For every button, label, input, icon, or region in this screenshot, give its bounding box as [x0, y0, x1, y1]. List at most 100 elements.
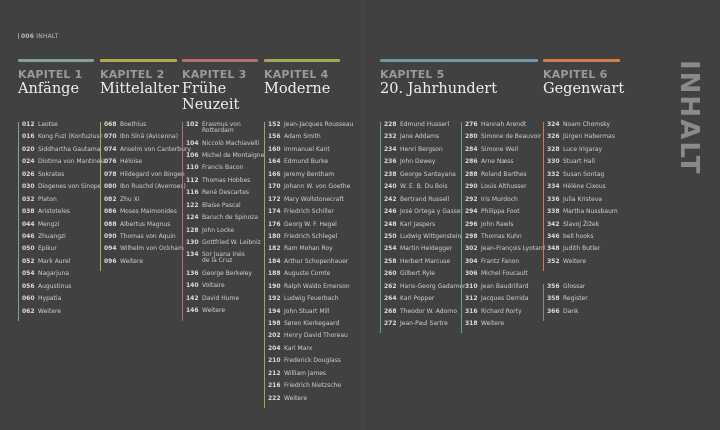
- toc-entry[interactable]: 102 Erasmus von Rotterdam: [186, 122, 264, 141]
- toc-entry[interactable]: 032 Platon: [22, 196, 106, 209]
- toc-entry[interactable]: 156 Adam Smith: [268, 134, 353, 146]
- toc-entry[interactable]: 074 Anselm von Canterbury: [104, 146, 191, 159]
- toc-entry[interactable]: 356 Glossar: [547, 284, 588, 296]
- toc-entry[interactable]: 336 Julia Kristeva: [547, 196, 618, 209]
- toc-entry[interactable]: 046 Zhuangzi: [22, 233, 106, 246]
- toc-entry[interactable]: 192 Ludwig Feuerbach: [268, 296, 353, 308]
- toc-entry[interactable]: 268 Theodor W. Adorno: [384, 308, 465, 321]
- toc-entry[interactable]: 082 Zhu Xi: [104, 196, 191, 209]
- toc-entry[interactable]: 146 Weitere: [186, 308, 264, 320]
- toc-entry[interactable]: 326 Jürgen Habermas: [547, 134, 618, 146]
- toc-entry[interactable]: 328 Luce Irigaray: [547, 146, 618, 159]
- toc-entry[interactable]: 204 Karl Marx: [268, 345, 353, 358]
- toc-entry[interactable]: 310 Jean Baudrillard: [465, 283, 545, 296]
- toc-entry[interactable]: 286 Arne Næss: [465, 159, 545, 171]
- toc-entry[interactable]: 304 Frantz Fanon: [465, 258, 545, 271]
- toc-entry[interactable]: 166 Jeremy Bentham: [268, 171, 353, 184]
- toc-entry[interactable]: 176 Georg W. F. Hegel: [268, 221, 353, 234]
- toc-entry[interactable]: 030 Diogenes von Sinope: [22, 184, 106, 196]
- toc-entry[interactable]: 202 Henry David Thoreau: [268, 333, 353, 345]
- toc-entry[interactable]: 290 Louis Althusser: [465, 184, 545, 196]
- toc-entry[interactable]: 054 Nagarjuna: [22, 271, 106, 283]
- toc-entry[interactable]: 222 Weitere: [268, 395, 353, 408]
- toc-entry[interactable]: 164 Edmund Burke: [268, 159, 353, 171]
- toc-entry[interactable]: 248 Karl Jaspers: [384, 221, 465, 234]
- toc-entry[interactable]: 306 Michel Foucault: [465, 271, 545, 283]
- toc-entry[interactable]: 142 David Hume: [186, 295, 264, 308]
- toc-entry[interactable]: 280 Simone de Beauvoir: [465, 134, 545, 146]
- toc-entry[interactable]: 174 Friedrich Schiller: [268, 209, 353, 221]
- toc-entry[interactable]: 238 George Santayana: [384, 171, 465, 184]
- toc-entry[interactable]: 330 Stuart Hall: [547, 159, 618, 171]
- toc-entry[interactable]: 228 Edmund Husserl: [384, 122, 465, 134]
- toc-entry[interactable]: 346 bell hooks: [547, 233, 618, 246]
- toc-entry[interactable]: 284 Simone Weil: [465, 146, 545, 159]
- toc-entry[interactable]: 334 Hélène Cixous: [547, 184, 618, 196]
- toc-entry[interactable]: 068 Boethius: [104, 122, 191, 134]
- toc-entry[interactable]: 090 Thomas von Aquin: [104, 233, 191, 246]
- toc-entry[interactable]: 246 José Ortega y Gasset: [384, 209, 465, 221]
- toc-entry[interactable]: 296 John Rawls: [465, 221, 545, 234]
- toc-entry[interactable]: 050 Epikur: [22, 246, 106, 258]
- toc-entry[interactable]: 140 Voltaire: [186, 283, 264, 295]
- toc-entry[interactable]: 212 William James: [268, 370, 353, 383]
- toc-entry[interactable]: 194 John Stuart Mill: [268, 308, 353, 321]
- toc-entry[interactable]: 258 Herbert Marcuse: [384, 258, 465, 271]
- toc-entry[interactable]: 180 Friedrich Schlegel: [268, 233, 353, 246]
- toc-entry[interactable]: 124 Baruch de Spinoza: [186, 215, 264, 227]
- toc-entry[interactable]: 324 Noam Chomsky: [547, 122, 618, 134]
- toc-entry[interactable]: 078 Hildegard von Bingen: [104, 171, 191, 184]
- toc-entry[interactable]: 242 Bertrand Russell: [384, 196, 465, 209]
- toc-entry[interactable]: 318 Weitere: [465, 321, 545, 333]
- toc-entry[interactable]: 172 Mary Wollstonecraft: [268, 196, 353, 209]
- toc-entry[interactable]: 060 Hypatia: [22, 296, 106, 308]
- toc-entry[interactable]: 312 Jacques Derrida: [465, 296, 545, 308]
- toc-entry[interactable]: 152 Jean-Jacques Rousseau: [268, 122, 353, 134]
- toc-entry[interactable]: 094 Wilhelm von Ockham: [104, 246, 191, 258]
- toc-entry[interactable]: 338 Martha Nussbaum: [547, 209, 618, 221]
- toc-entry[interactable]: 316 Richard Rorty: [465, 308, 545, 321]
- toc-entry[interactable]: 116 René Descartes: [186, 190, 264, 202]
- toc-entry[interactable]: 358 Register: [547, 296, 588, 308]
- toc-entry[interactable]: 128 John Locke: [186, 227, 264, 240]
- toc-entry[interactable]: 216 Friedrich Nietzsche: [268, 383, 353, 395]
- toc-entry[interactable]: 038 Aristoteles: [22, 209, 106, 221]
- toc-entry[interactable]: 106 Michel de Montaigne: [186, 152, 264, 165]
- toc-entry[interactable]: 136 George Berkeley: [186, 270, 264, 283]
- toc-entry[interactable]: 062 Weitere: [22, 308, 106, 321]
- toc-entry[interactable]: 288 Roland Barthes: [465, 171, 545, 184]
- toc-entry[interactable]: 104 Niccolò Machiavelli: [186, 140, 264, 153]
- toc-entry[interactable]: 188 Auguste Comte: [268, 271, 353, 283]
- toc-entry[interactable]: 052 Mark Aurel: [22, 258, 106, 271]
- toc-entry[interactable]: 240 W. E. B. Du Bois: [384, 184, 465, 196]
- toc-entry[interactable]: 024 Diotima von Mantineia: [22, 159, 106, 171]
- toc-entry[interactable]: 234 Henri Bergson: [384, 146, 465, 159]
- toc-entry[interactable]: 020 Siddhartha Gautama: [22, 146, 106, 159]
- toc-entry[interactable]: 232 Jane Addams: [384, 134, 465, 146]
- toc-entry[interactable]: 122 Blaise Pascal: [186, 202, 264, 215]
- toc-entry[interactable]: 070 Ibn Sīnā (Avicenna): [104, 134, 191, 146]
- toc-entry[interactable]: 026 Sokrates: [22, 171, 106, 184]
- toc-entry[interactable]: 294 Philippa Foot: [465, 209, 545, 221]
- toc-entry[interactable]: 182 Ram Mohan Roy: [268, 246, 353, 258]
- toc-entry[interactable]: 332 Susan Sontag: [547, 171, 618, 184]
- toc-entry[interactable]: 262 Hans-Georg Gadamer: [384, 283, 465, 296]
- toc-entry[interactable]: 254 Martin Heidegger: [384, 246, 465, 258]
- toc-entry[interactable]: 134 Sor Juana Inés de la Cruz: [186, 252, 264, 271]
- toc-entry[interactable]: 250 Ludwig Wittgenstein: [384, 233, 465, 246]
- toc-entry[interactable]: 236 John Dewey: [384, 159, 465, 171]
- toc-entry[interactable]: 260 Gilbert Ryle: [384, 271, 465, 283]
- toc-entry[interactable]: 056 Augustinus: [22, 283, 106, 296]
- toc-entry[interactable]: 352 Weitere: [547, 258, 618, 271]
- toc-entry[interactable]: 088 Albertus Magnus: [104, 221, 191, 234]
- toc-entry[interactable]: 198 Søren Kierkegaard: [268, 321, 353, 333]
- toc-entry[interactable]: 130 Gottfried W. Leibniz: [186, 240, 264, 252]
- toc-entry[interactable]: 276 Hannah Arendt: [465, 122, 545, 134]
- toc-entry[interactable]: 342 Slavoj Žižek: [547, 221, 618, 234]
- toc-entry[interactable]: 184 Arthur Schopenhauer: [268, 258, 353, 271]
- toc-entry[interactable]: 272 Jean-Paul Sartre: [384, 321, 465, 333]
- toc-entry[interactable]: 044 Mengzi: [22, 221, 106, 234]
- toc-entry[interactable]: 348 Judith Butler: [547, 246, 618, 258]
- toc-entry[interactable]: 292 Iris Murdoch: [465, 196, 545, 209]
- toc-entry[interactable]: 366 Dank: [547, 308, 588, 321]
